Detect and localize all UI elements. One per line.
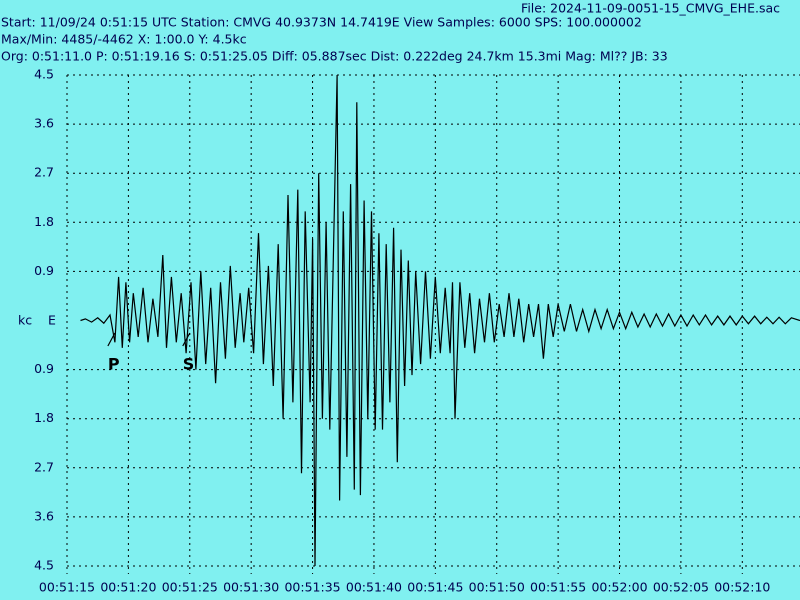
phase-marker [107, 332, 116, 347]
file-name: File: 2024-11-09-0051-15_CMVG_EHE.sac [521, 1, 780, 16]
x-tick-label: 00:51:55 [530, 580, 586, 595]
phase-marker [182, 332, 191, 347]
y-tick-label: 3.6 [34, 508, 54, 523]
header-line: Start: 11/09/24 0:51:15 UTC Station: CMV… [1, 15, 642, 30]
x-tick-label: 00:51:40 [346, 580, 402, 595]
y-tick-label: 1.8 [34, 410, 54, 425]
y-tick-label: 0.9 [34, 263, 54, 278]
x-tick-label: 00:51:30 [223, 580, 279, 595]
y-axis-label: kc [18, 313, 32, 328]
y-tick-label: 4.5 [34, 558, 54, 573]
x-tick-label: 00:52:00 [591, 580, 647, 595]
x-tick-label: 00:51:45 [407, 580, 463, 595]
x-tick-label: 00:51:15 [39, 580, 95, 595]
y-tick-label: 3.6 [34, 116, 54, 131]
x-tick-label: 00:51:25 [162, 580, 218, 595]
phase-label: S [183, 355, 195, 374]
header-line: Max/Min: 4485/-4462 X: 1:00.0 Y: 4.5kc [1, 32, 247, 47]
x-tick-label: 00:52:10 [714, 580, 770, 595]
y-tick-label: 2.7 [34, 459, 54, 474]
y-tick-label: 0.9 [34, 361, 54, 376]
y-tick-label: 2.7 [34, 165, 54, 180]
x-tick-label: 00:51:20 [100, 580, 156, 595]
y-tick-label: 1.8 [34, 214, 54, 229]
channel-label: E [48, 313, 56, 328]
x-tick-label: 00:51:35 [284, 580, 340, 595]
waveform [80, 74, 800, 567]
x-tick-label: 00:52:05 [653, 580, 709, 595]
phase-label: P [108, 355, 120, 374]
x-tick-label: 00:51:50 [469, 580, 525, 595]
y-tick-label: 4.5 [34, 67, 54, 82]
header-line: Org: 0:51:11.0 P: 0:51:19.16 S: 0:51:25.… [1, 49, 668, 64]
